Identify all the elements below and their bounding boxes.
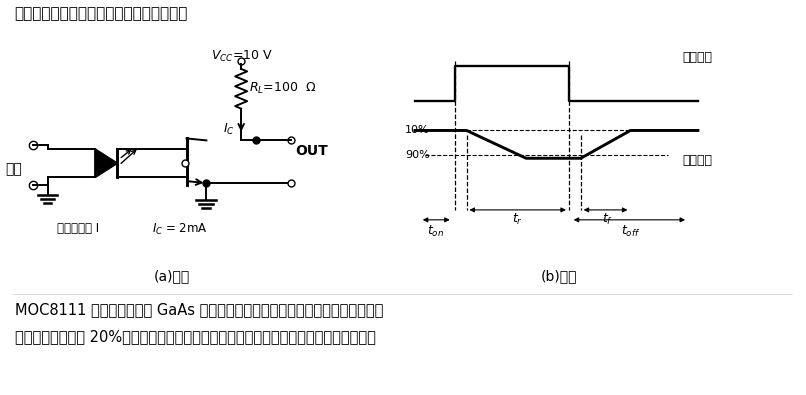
Text: $t_r$: $t_r$	[512, 212, 522, 228]
Text: (a)电路: (a)电路	[153, 269, 189, 284]
Text: (b)波形: (b)波形	[541, 269, 577, 284]
Text: $t_{on}$: $t_{on}$	[427, 224, 444, 239]
Text: 用途：用于两个分离电路之间的信号传输。: 用途：用于两个分离电路之间的信号传输。	[15, 6, 188, 21]
Text: 输出脉冲: 输出脉冲	[683, 154, 713, 167]
Text: $V_{CC}$=10 V: $V_{CC}$=10 V	[211, 49, 273, 64]
Text: $R_L$=100  $\Omega$: $R_L$=100 $\Omega$	[249, 81, 317, 96]
Text: 特点：电流传输比 20%（最小）；无基极端连接，提高了共模干扰抑制；长期稳定性好。: 特点：电流传输比 20%（最小）；无基极端连接，提高了共模干扰抑制；长期稳定性好…	[15, 329, 376, 344]
Polygon shape	[95, 149, 117, 177]
Text: $I_C$ = 2mA: $I_C$ = 2mA	[152, 222, 207, 237]
Text: 10%: 10%	[405, 126, 430, 135]
Text: $t_{off}$: $t_{off}$	[621, 224, 641, 239]
Text: OUT: OUT	[295, 145, 327, 158]
Text: 输入调节体 I: 输入调节体 I	[57, 222, 100, 235]
Text: MOC8111 光耦合器由一个 GaAs 红外发射二极管和硅平面光晶体管检测器组成。: MOC8111 光耦合器由一个 GaAs 红外发射二极管和硅平面光晶体管检测器组…	[15, 302, 383, 317]
Text: $I_C$: $I_C$	[223, 122, 235, 137]
Text: 输入脉冲: 输入脉冲	[683, 51, 713, 64]
Text: 输入: 输入	[5, 162, 22, 176]
Text: 90%: 90%	[405, 150, 430, 160]
Text: $t_f$: $t_f$	[601, 212, 613, 228]
